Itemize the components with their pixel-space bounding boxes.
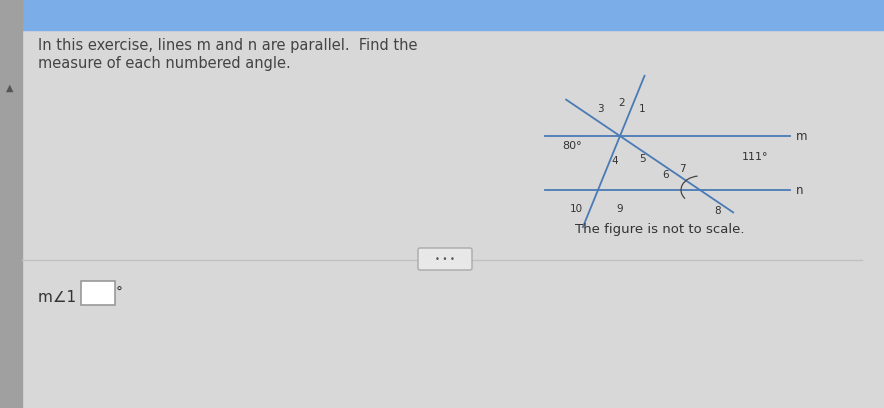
- Text: n: n: [796, 184, 804, 197]
- Text: 6: 6: [663, 170, 669, 180]
- Text: 8: 8: [714, 206, 721, 216]
- FancyBboxPatch shape: [81, 281, 115, 305]
- Text: The figure is not to scale.: The figure is not to scale.: [575, 223, 744, 236]
- Text: 9: 9: [617, 204, 623, 214]
- Text: 4: 4: [612, 156, 618, 166]
- Bar: [0, 0, 22, 408]
- Text: In this exercise, lines m and n are parallel.  Find the: In this exercise, lines m and n are para…: [38, 38, 417, 53]
- Text: m: m: [796, 129, 807, 142]
- Text: 7: 7: [679, 164, 685, 174]
- Text: 10: 10: [569, 204, 583, 214]
- Bar: [0, 0, 884, 30]
- Text: 5: 5: [638, 154, 645, 164]
- Text: 1: 1: [638, 104, 645, 114]
- Text: 80°: 80°: [562, 141, 582, 151]
- FancyBboxPatch shape: [418, 248, 472, 270]
- Text: 3: 3: [597, 104, 603, 114]
- Text: 111°: 111°: [742, 152, 768, 162]
- Text: measure of each numbered angle.: measure of each numbered angle.: [38, 56, 291, 71]
- Text: m∠1 =: m∠1 =: [38, 290, 99, 305]
- Text: ▲: ▲: [6, 83, 14, 93]
- Text: • • •: • • •: [435, 255, 455, 264]
- Text: 2: 2: [619, 98, 625, 108]
- Text: °: °: [116, 286, 123, 300]
